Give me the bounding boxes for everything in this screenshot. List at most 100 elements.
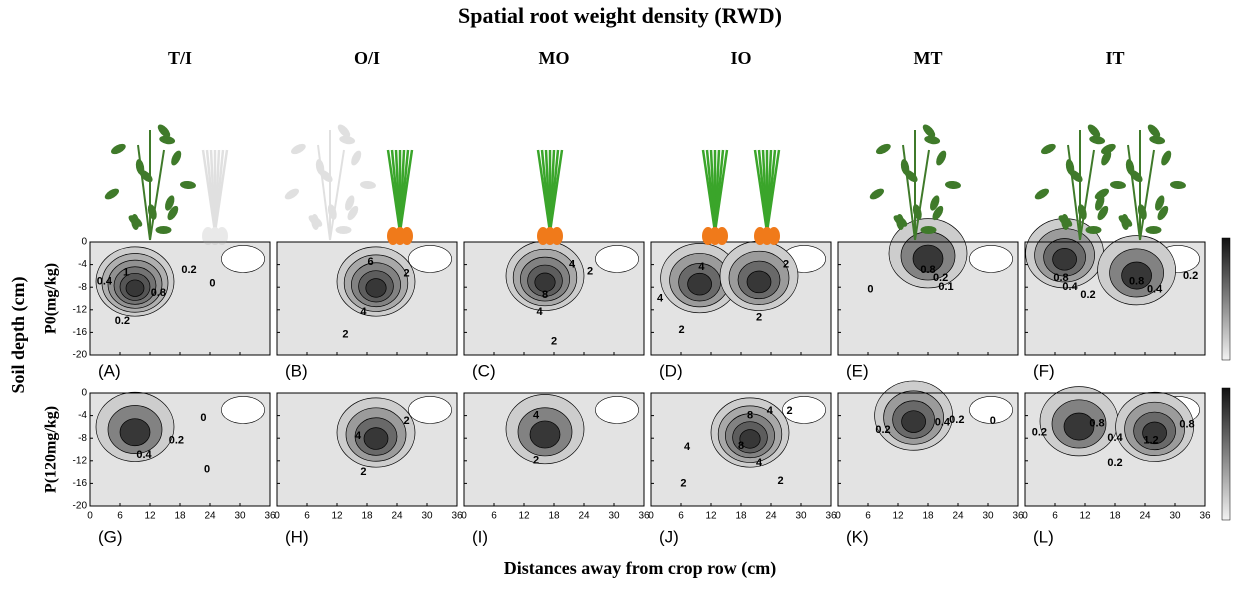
soybean-icon [103,122,196,240]
leaf [1170,180,1187,189]
contour-label: 0 [200,412,206,424]
x-tick-label: 24 [765,511,777,522]
x-tick-label: 12 [331,511,343,522]
onion-icon [702,150,728,245]
contour [364,428,388,450]
bulb [551,227,563,245]
contour-label: 4 [767,405,774,417]
contour [530,421,560,448]
contour-label: 0.2 [115,315,130,327]
contour-label: 0.4 [1062,281,1078,293]
contour-label: 4 [698,261,705,273]
x-tick-label: 6 [1052,511,1058,522]
y-tick-label: -4 [78,410,87,421]
x-tick-label: 6 [304,511,310,522]
contour-label: 8 [542,289,548,301]
y-tick-label: -8 [78,282,87,293]
contour-panel [1025,387,1205,506]
x-axis-label: Distances away from crop row (cm) [504,558,776,579]
contour-label: 0.2 [949,414,964,426]
contour-label: 4 [355,430,362,442]
y-tick-label: -12 [73,455,88,466]
y-tick-label: -20 [73,501,88,512]
y-tick-label: -8 [78,433,87,444]
leaf [283,186,301,201]
onion-icon [202,150,228,245]
column-header: T/I [168,48,192,68]
y-tick-label: -4 [78,259,87,270]
contour-label: 0 [204,464,210,476]
leaf [169,149,183,167]
column-header: IT [1105,48,1124,68]
x-tick-label: 30 [234,511,246,522]
contour-label: 1 [123,266,129,278]
contour [1053,248,1077,270]
contour-label: 4 [569,259,576,271]
leaf [1033,186,1051,201]
leaf [1086,226,1102,234]
x-tick-label: 24 [578,511,590,522]
contour-label: 0.2 [1080,289,1095,301]
contour-label: 6 [368,256,374,268]
contour-label: 4 [360,306,367,318]
soybean-icon [1093,122,1186,240]
panel-label: (C) [472,361,496,380]
leaf [945,180,962,189]
soybean-icon [868,122,961,240]
leaf [1039,142,1057,156]
y-axis-label: Soil depth (cm) [8,276,29,393]
contour-label: 2 [342,329,348,341]
panel-label: (J) [659,527,679,546]
contour-label: 2 [778,475,784,487]
contour-label: 2 [680,477,686,489]
leaf [1159,149,1173,167]
row-label: P0(mg/kg) [43,263,60,334]
x-tick-label: 6 [117,511,123,522]
contour-label: 2 [360,466,366,478]
x-tick-label: 30 [982,511,994,522]
leaf [934,149,948,167]
leaf [349,149,363,167]
contour-label: 4 [537,306,544,318]
zero-region [595,245,638,272]
y-tick-label: -20 [73,350,88,361]
contour-label: 2 [756,312,762,324]
contour-label: 2 [404,415,410,427]
contour-label: 4 [684,441,691,453]
x-tick-label: 24 [1139,511,1151,522]
onion-icon [754,150,780,245]
contour-label: 0.2 [1183,270,1198,282]
contour-label: 0.4 [1147,283,1163,295]
bulb [768,227,780,245]
contour-label: 4 [533,410,540,422]
contour-label: 0.1 [938,281,953,293]
contour-panel [1025,219,1205,355]
leaf [1146,226,1162,234]
x-tick-label: 30 [421,511,433,522]
bulb [401,227,413,245]
x-tick-label: 24 [204,511,216,522]
contour [120,419,150,446]
leaf [874,142,892,156]
contour-label: 2 [787,405,793,417]
column-header: MO [539,48,570,68]
x-tick-label: 18 [1109,511,1121,522]
x-tick-label: 24 [952,511,964,522]
contour-panel [90,242,270,355]
contour-label: 0.8 [1129,275,1144,287]
leaf [109,142,127,156]
x-tick-label: 0 [648,511,654,522]
panel-label: (I) [472,527,488,546]
zero-region [408,396,451,423]
contour-label: 0 [209,278,215,290]
leaf [921,226,937,234]
panel-label: (B) [285,361,308,380]
contour-panel [838,381,1018,506]
panel-label: (D) [659,361,683,380]
zero-region [969,245,1012,272]
column-header: IO [730,48,751,68]
contour-label: 4 [756,457,763,469]
x-tick-label: 18 [174,511,186,522]
x-tick-label: 0 [835,511,841,522]
panel-label: (A) [98,361,121,380]
